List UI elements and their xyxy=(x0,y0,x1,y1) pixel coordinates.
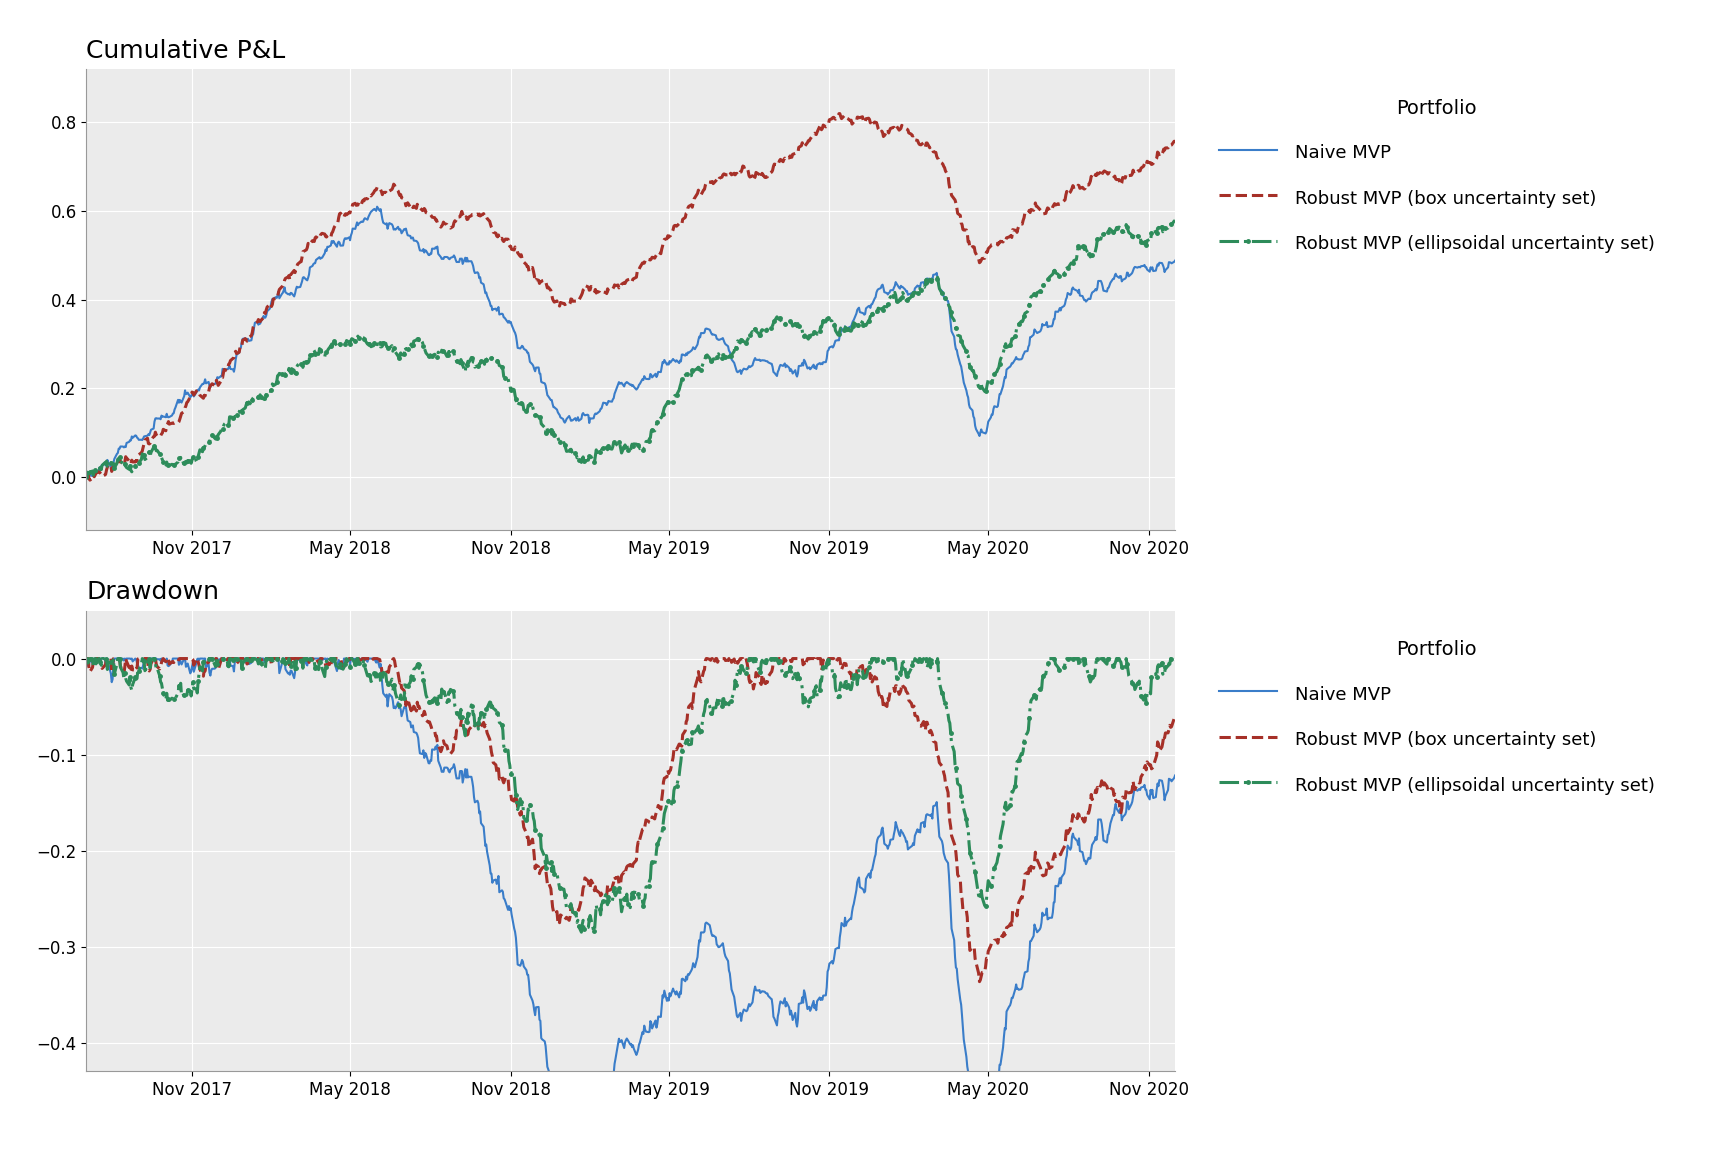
Legend: Naive MVP, Robust MVP (box uncertainty set), Robust MVP (ellipsoidal uncertainty: Naive MVP, Robust MVP (box uncertainty s… xyxy=(1210,90,1664,263)
Text: Drawdown: Drawdown xyxy=(86,581,219,605)
Text: Cumulative P&L: Cumulative P&L xyxy=(86,39,285,63)
Legend: Naive MVP, Robust MVP (box uncertainty set), Robust MVP (ellipsoidal uncertainty: Naive MVP, Robust MVP (box uncertainty s… xyxy=(1210,631,1664,804)
